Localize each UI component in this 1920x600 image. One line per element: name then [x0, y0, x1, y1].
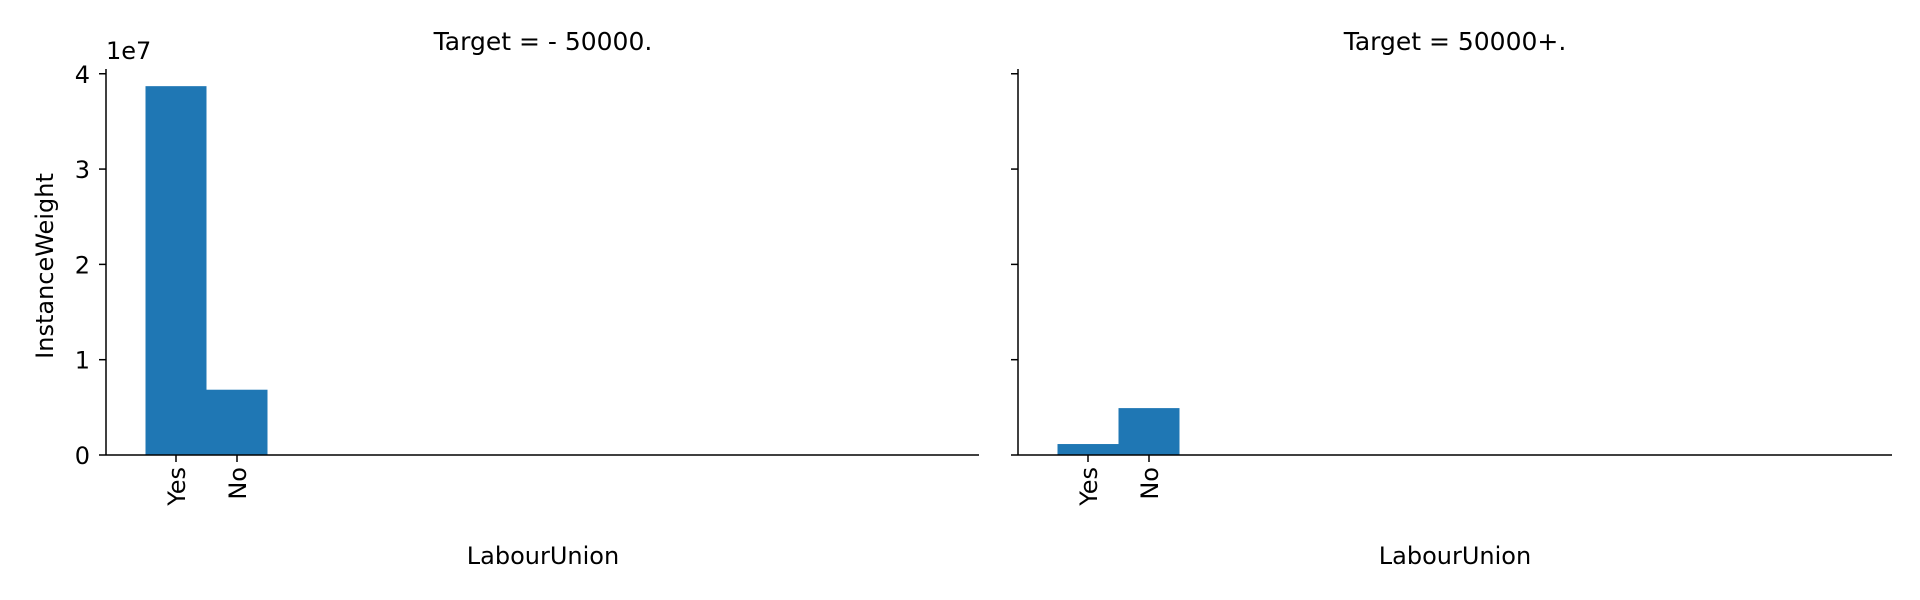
bar-no [206, 389, 268, 455]
y-offset-label: 1e7 [106, 37, 151, 65]
bar-no [1118, 408, 1180, 455]
panel-2-x-ticks: Yes No [1075, 455, 1164, 507]
y-tick-label: 4 [75, 61, 90, 89]
y-tick-label: 1 [75, 347, 90, 375]
panel-2-x-axis-title: LabourUnion [1379, 542, 1531, 570]
x-tick-label: Yes [163, 467, 191, 507]
y-tick-label: 2 [75, 251, 90, 279]
panel-1-bars [145, 86, 268, 456]
panel-2-bars [1057, 408, 1180, 455]
y-axis-title: InstanceWeight [31, 173, 59, 359]
bar-yes [1057, 444, 1119, 455]
y-tick-label: 0 [75, 442, 90, 470]
bar-yes [145, 86, 207, 456]
panel-1-y-ticks: 0 1 2 3 4 [75, 61, 106, 470]
x-tick-label: Yes [1075, 467, 1103, 507]
x-tick-label: No [1136, 467, 1164, 500]
panel-2-y-ticks [1011, 73, 1018, 456]
panel-1-x-axis-title: LabourUnion [467, 542, 619, 570]
panel-1-x-ticks: Yes No [163, 455, 252, 507]
panel-2-title: Target = 50000+. [1343, 27, 1567, 56]
panel-1: Target = - 50000. 1e7 InstanceWeight 0 1 2… [31, 27, 979, 570]
panel-2: Target = 50000+. Yes No LabourUnion [1011, 27, 1892, 570]
x-tick-label: No [224, 467, 252, 500]
y-tick-label: 3 [75, 156, 90, 184]
panel-1-title: Target = - 50000. [433, 27, 653, 56]
